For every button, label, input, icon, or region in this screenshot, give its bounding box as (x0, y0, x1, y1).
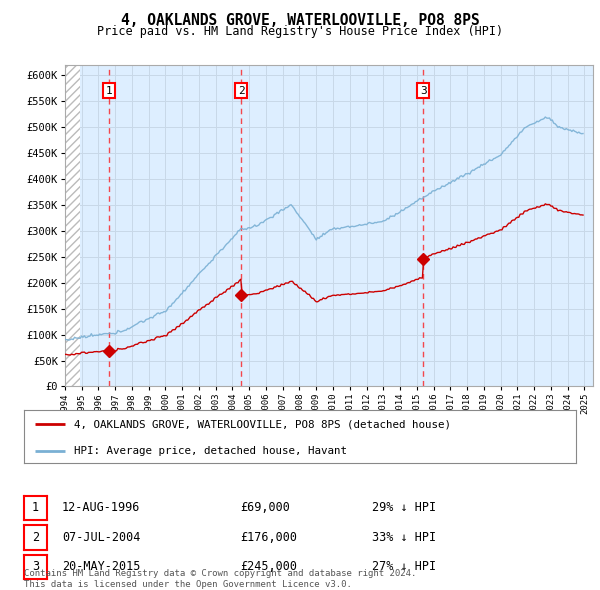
Text: 20-MAY-2015: 20-MAY-2015 (62, 560, 140, 573)
Text: HPI: Average price, detached house, Havant: HPI: Average price, detached house, Hava… (74, 447, 347, 457)
Text: 33% ↓ HPI: 33% ↓ HPI (372, 531, 436, 544)
Text: 27% ↓ HPI: 27% ↓ HPI (372, 560, 436, 573)
Bar (65, 65, 80, 386)
Text: 07-JUL-2004: 07-JUL-2004 (62, 531, 140, 544)
Text: 4, OAKLANDS GROVE, WATERLOOVILLE, PO8 8PS: 4, OAKLANDS GROVE, WATERLOOVILLE, PO8 8P… (121, 13, 479, 28)
Text: £245,000: £245,000 (240, 560, 297, 573)
Text: Contains HM Land Registry data © Crown copyright and database right 2024.
This d: Contains HM Land Registry data © Crown c… (24, 569, 416, 589)
Text: 3: 3 (32, 560, 39, 573)
Text: 2: 2 (32, 531, 39, 544)
Text: 3: 3 (420, 86, 427, 96)
Text: 1: 1 (32, 502, 39, 514)
Text: 4, OAKLANDS GROVE, WATERLOOVILLE, PO8 8PS (detached house): 4, OAKLANDS GROVE, WATERLOOVILLE, PO8 8P… (74, 419, 451, 430)
Text: 29% ↓ HPI: 29% ↓ HPI (372, 502, 436, 514)
Text: £69,000: £69,000 (240, 502, 290, 514)
Text: 2: 2 (238, 86, 244, 96)
Text: Price paid vs. HM Land Registry's House Price Index (HPI): Price paid vs. HM Land Registry's House … (97, 25, 503, 38)
Text: 1: 1 (105, 86, 112, 96)
Text: £176,000: £176,000 (240, 531, 297, 544)
Text: 12-AUG-1996: 12-AUG-1996 (62, 502, 140, 514)
